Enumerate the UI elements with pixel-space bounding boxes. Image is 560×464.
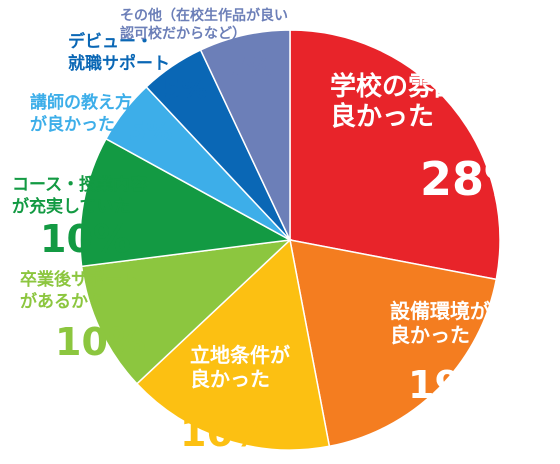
slice-label-line: 良かった bbox=[390, 323, 470, 347]
slice-value-5: 5% bbox=[128, 117, 172, 147]
slices-group bbox=[79, 29, 501, 451]
slice-value-3: 10% bbox=[55, 320, 146, 364]
pie-slice-2 bbox=[135, 238, 331, 451]
slice-label-1: 設備環境が良かった bbox=[390, 299, 490, 347]
slice-value-4: 10% bbox=[40, 217, 131, 261]
slice-label-line: 卒業後サポート bbox=[20, 269, 139, 290]
slice-label-line: その他（在校生作品が良い bbox=[120, 7, 288, 24]
slice-label-line: が良かった bbox=[30, 114, 115, 135]
slice-label-6: デビュー・就職サポート bbox=[68, 31, 170, 74]
pie-slice-7 bbox=[199, 29, 291, 241]
slice-label-line: 認可校だからなど） bbox=[120, 25, 246, 42]
slice-label-0: 学校の雰囲気が良かった bbox=[330, 71, 512, 132]
slice-label-line: 立地条件が bbox=[190, 343, 290, 367]
labels-group: 学校の雰囲気が良かった28%設備環境が良かった19%立地条件が良かった16%卒業… bbox=[12, 7, 530, 455]
slice-label-line: 良かった bbox=[330, 101, 434, 132]
slice-label-line: 設備環境が bbox=[390, 299, 490, 323]
slice-label-2: 立地条件が良かった bbox=[190, 343, 290, 391]
pie-slice-3 bbox=[80, 238, 293, 385]
slice-label-line: が充実していた bbox=[12, 196, 131, 217]
slice-label-5: 講師の教え方が良かった bbox=[30, 92, 132, 135]
slice-label-line: 良かった bbox=[190, 367, 270, 391]
slice-value-2: 16% bbox=[180, 411, 271, 455]
slice-value-6: 5% bbox=[163, 75, 207, 105]
slice-label-line: 就職サポート bbox=[68, 53, 170, 74]
slice-label-7: その他（在校生作品が良い認可校だからなど） bbox=[120, 7, 288, 42]
slice-label-line: デビュー・ bbox=[68, 31, 153, 52]
slice-label-line: 講師の教え方 bbox=[30, 92, 132, 113]
slice-value-0: 28% bbox=[420, 152, 530, 206]
slice-label-3: 卒業後サポートがあるから bbox=[20, 269, 139, 312]
slice-value-1: 19% bbox=[408, 363, 499, 407]
slice-label-line: があるから bbox=[20, 291, 105, 312]
pie-slice-0 bbox=[289, 29, 501, 281]
pie-slice-4 bbox=[79, 137, 293, 268]
slice-label-4: コース・授業内容が充実していた bbox=[12, 174, 147, 217]
slice-value-7: 7% bbox=[228, 53, 272, 83]
pie-slice-1 bbox=[289, 239, 498, 448]
slice-label-line: 学校の雰囲気が bbox=[330, 71, 512, 102]
slice-label-line: コース・授業内容 bbox=[12, 174, 147, 195]
